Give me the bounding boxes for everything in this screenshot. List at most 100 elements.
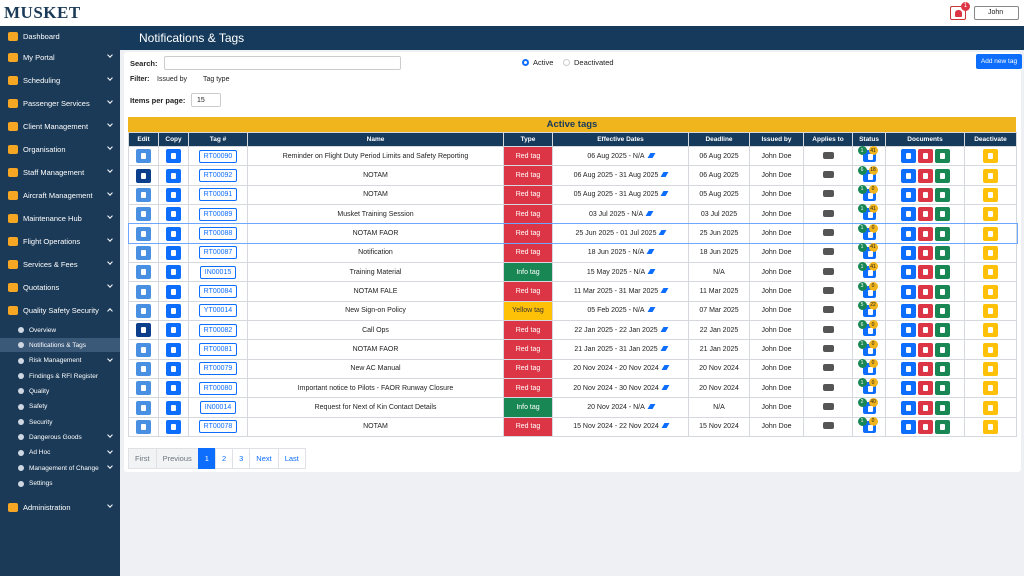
page-link[interactable]: Next	[249, 448, 279, 469]
copy-button[interactable]	[166, 245, 181, 260]
document-button[interactable]	[934, 207, 950, 222]
document-button[interactable]	[934, 381, 950, 396]
document-button[interactable]	[917, 361, 933, 376]
edit-dates-icon[interactable]	[660, 191, 669, 197]
document-button[interactable]	[934, 149, 950, 164]
copy-button[interactable]	[166, 361, 181, 376]
radio-deactivated[interactable]	[563, 59, 570, 66]
page-link[interactable]: 3	[232, 448, 251, 469]
tag-number[interactable]: RT00090	[198, 149, 238, 163]
tag-number[interactable]: RT00079	[198, 362, 238, 376]
edit-button[interactable]	[136, 149, 151, 164]
edit-button[interactable]	[136, 381, 151, 396]
deactivate-button[interactable]	[983, 168, 998, 183]
document-button[interactable]	[934, 419, 950, 434]
tag-number[interactable]: RT00080	[198, 381, 238, 395]
edit-dates-icon[interactable]	[660, 172, 669, 178]
page-link[interactable]: 2	[214, 448, 234, 469]
document-button[interactable]	[934, 400, 950, 415]
edit-dates-icon[interactable]	[646, 249, 655, 255]
nav-item[interactable]: Services & Fees	[0, 257, 120, 271]
edit-dates-icon[interactable]	[661, 384, 670, 390]
tag-number[interactable]: RT00088	[198, 227, 238, 241]
status-button[interactable]: 1 41	[857, 204, 878, 221]
status-button[interactable]: 2 40	[857, 397, 878, 414]
nav-item[interactable]: Maintenance Hub	[0, 211, 120, 225]
document-button[interactable]	[917, 149, 933, 164]
nav-item[interactable]: Ad Hoc	[0, 446, 120, 460]
copy-button[interactable]	[166, 381, 181, 396]
edit-dates-icon[interactable]	[647, 307, 656, 313]
deactivate-button[interactable]	[983, 207, 998, 222]
document-button[interactable]	[917, 342, 933, 357]
deactivate-button[interactable]	[983, 323, 998, 338]
copy-button[interactable]	[166, 400, 181, 415]
copy-button[interactable]	[166, 303, 181, 318]
document-button[interactable]	[917, 284, 933, 299]
tag-number[interactable]: RT00078	[198, 420, 238, 434]
tag-number[interactable]: RT00087	[198, 246, 238, 260]
document-button[interactable]	[900, 342, 916, 357]
tag-number[interactable]: RT00091	[198, 188, 238, 202]
nav-item[interactable]: Quality	[0, 384, 120, 398]
copy-button[interactable]	[166, 342, 181, 357]
document-button[interactable]	[917, 245, 933, 260]
document-button[interactable]	[934, 226, 950, 241]
edit-button[interactable]	[136, 245, 151, 260]
nav-item[interactable]: Scheduling	[0, 73, 120, 87]
document-button[interactable]	[917, 419, 933, 434]
nav-item[interactable]: Safety	[0, 400, 120, 414]
edit-dates-icon[interactable]	[645, 210, 654, 216]
nav-item[interactable]: Staff Management	[0, 165, 120, 179]
copy-button[interactable]	[166, 226, 181, 241]
deactivate-button[interactable]	[983, 265, 998, 280]
deactivate-button[interactable]	[983, 245, 998, 260]
page-link[interactable]: First	[128, 448, 157, 469]
deactivate-button[interactable]	[983, 400, 998, 415]
document-button[interactable]	[900, 284, 916, 299]
filter-tag-type[interactable]: Tag type	[203, 76, 230, 83]
document-button[interactable]	[900, 419, 916, 434]
edit-button[interactable]	[136, 323, 151, 338]
nav-item[interactable]: Client Management	[0, 119, 120, 133]
document-button[interactable]	[917, 381, 933, 396]
edit-dates-icon[interactable]	[660, 288, 669, 294]
status-button[interactable]: 1 41	[857, 146, 878, 163]
document-button[interactable]	[917, 207, 933, 222]
edit-dates-icon[interactable]	[661, 365, 670, 371]
tag-number[interactable]: RT00081	[198, 343, 238, 357]
nav-item[interactable]: Management of Change	[0, 461, 120, 475]
copy-button[interactable]	[166, 149, 181, 164]
filter-issued-by[interactable]: Issued by	[157, 76, 187, 83]
nav-item[interactable]: My Portal	[0, 50, 120, 64]
status-button[interactable]: 6 18	[857, 165, 878, 182]
edit-button[interactable]	[136, 400, 151, 415]
items-per-page-select[interactable]: 15	[191, 93, 221, 107]
edit-dates-icon[interactable]	[661, 423, 670, 429]
deactivate-button[interactable]	[983, 303, 998, 318]
edit-dates-icon[interactable]	[660, 346, 669, 352]
document-button[interactable]	[934, 265, 950, 280]
edit-button[interactable]	[136, 265, 151, 280]
document-button[interactable]	[917, 400, 933, 415]
nav-item[interactable]: Flight Operations	[0, 234, 120, 248]
nav-item[interactable]: Security	[0, 415, 120, 429]
deactivate-button[interactable]	[983, 149, 998, 164]
nav-item[interactable]: Organisation	[0, 142, 120, 156]
document-button[interactable]	[900, 381, 916, 396]
tag-number[interactable]: RT00089	[198, 207, 238, 221]
document-button[interactable]	[900, 400, 916, 415]
edit-button[interactable]	[136, 342, 151, 357]
edit-dates-icon[interactable]	[647, 268, 656, 274]
status-button[interactable]: 5 22	[857, 300, 878, 317]
copy-button[interactable]	[166, 207, 181, 222]
document-button[interactable]	[934, 284, 950, 299]
document-button[interactable]	[900, 149, 916, 164]
edit-button[interactable]	[136, 284, 151, 299]
document-button[interactable]	[917, 323, 933, 338]
document-button[interactable]	[934, 245, 950, 260]
